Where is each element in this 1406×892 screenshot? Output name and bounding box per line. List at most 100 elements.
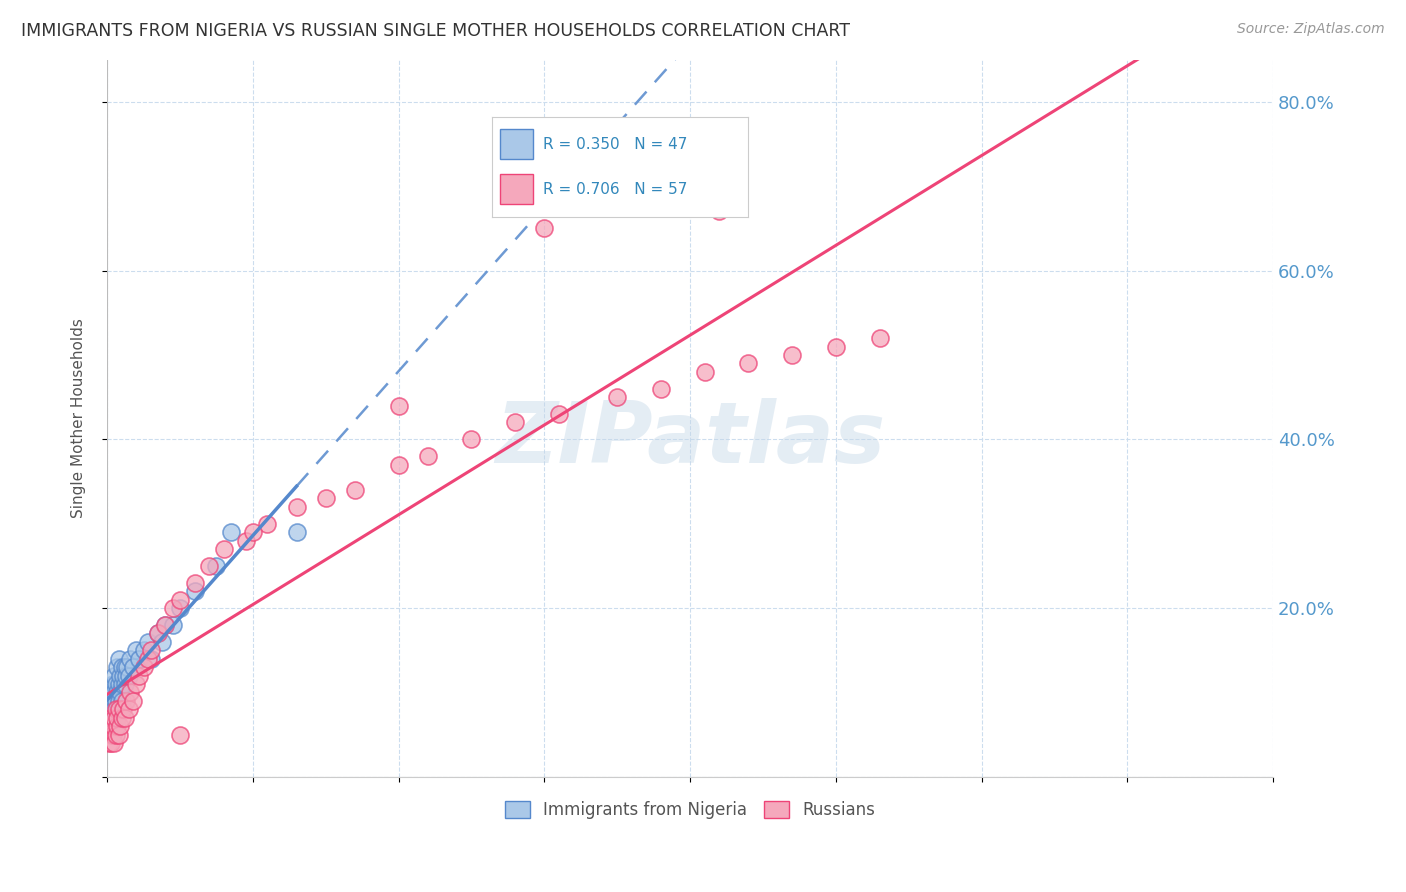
Point	[169, 592, 191, 607]
Point	[824, 339, 846, 353]
Point	[139, 643, 162, 657]
Point	[120, 651, 142, 665]
Point	[101, 728, 124, 742]
Point	[387, 399, 409, 413]
Point	[114, 660, 136, 674]
Point	[122, 694, 145, 708]
Point	[103, 711, 125, 725]
Point	[533, 221, 555, 235]
Point	[162, 601, 184, 615]
Point	[117, 660, 139, 674]
Point	[205, 558, 228, 573]
Point	[104, 694, 127, 708]
Point	[235, 533, 257, 548]
Point	[136, 651, 159, 665]
Point	[103, 736, 125, 750]
Point	[103, 685, 125, 699]
Point	[105, 719, 128, 733]
Point	[101, 694, 124, 708]
Point	[146, 626, 169, 640]
Point	[115, 668, 138, 682]
Point	[108, 685, 131, 699]
Point	[111, 660, 134, 674]
Point	[107, 702, 129, 716]
Point	[460, 433, 482, 447]
Y-axis label: Single Mother Households: Single Mother Households	[72, 318, 86, 518]
Point	[709, 204, 731, 219]
Point	[97, 736, 120, 750]
Point	[98, 719, 121, 733]
Point	[100, 685, 122, 699]
Point	[128, 668, 150, 682]
Point	[98, 711, 121, 725]
Point	[107, 694, 129, 708]
Point	[132, 660, 155, 674]
Point	[315, 491, 337, 506]
Point	[212, 542, 235, 557]
Point	[155, 618, 177, 632]
Point	[100, 711, 122, 725]
Point	[105, 702, 128, 716]
Point	[387, 458, 409, 472]
Point	[118, 702, 141, 716]
Point	[103, 668, 125, 682]
Point	[219, 525, 242, 540]
Point	[104, 728, 127, 742]
Point	[503, 416, 526, 430]
Point	[122, 660, 145, 674]
Point	[125, 643, 148, 657]
Point	[285, 525, 308, 540]
Point	[737, 356, 759, 370]
Point	[152, 635, 174, 649]
Point	[343, 483, 366, 497]
Point	[100, 736, 122, 750]
Point	[198, 558, 221, 573]
Point	[139, 651, 162, 665]
Point	[146, 626, 169, 640]
Point	[108, 668, 131, 682]
Point	[169, 728, 191, 742]
Text: IMMIGRANTS FROM NIGERIA VS RUSSIAN SINGLE MOTHER HOUSEHOLDS CORRELATION CHART: IMMIGRANTS FROM NIGERIA VS RUSSIAN SINGL…	[21, 22, 851, 40]
Point	[108, 719, 131, 733]
Point	[693, 365, 716, 379]
Point	[105, 711, 128, 725]
Point	[118, 668, 141, 682]
Point	[104, 702, 127, 716]
Point	[114, 677, 136, 691]
Point	[107, 677, 129, 691]
Point	[606, 390, 628, 404]
Point	[98, 694, 121, 708]
Point	[183, 575, 205, 590]
Point	[111, 677, 134, 691]
Point	[183, 584, 205, 599]
Point	[128, 651, 150, 665]
Point	[120, 685, 142, 699]
Point	[169, 601, 191, 615]
Point	[107, 728, 129, 742]
Point	[132, 643, 155, 657]
Point	[125, 677, 148, 691]
Point	[105, 660, 128, 674]
Point	[112, 668, 135, 682]
Point	[285, 500, 308, 514]
Point	[100, 702, 122, 716]
Point	[107, 651, 129, 665]
Point	[98, 728, 121, 742]
Point	[256, 516, 278, 531]
Point	[112, 702, 135, 716]
Point	[97, 719, 120, 733]
Point	[115, 694, 138, 708]
Point	[111, 694, 134, 708]
Point	[650, 382, 672, 396]
Point	[136, 635, 159, 649]
Point	[869, 331, 891, 345]
Legend: Immigrants from Nigeria, Russians: Immigrants from Nigeria, Russians	[498, 795, 882, 826]
Point	[416, 449, 439, 463]
Point	[155, 618, 177, 632]
Point	[111, 711, 134, 725]
Point	[242, 525, 264, 540]
Point	[101, 677, 124, 691]
Point	[780, 348, 803, 362]
Point	[114, 711, 136, 725]
Point	[105, 685, 128, 699]
